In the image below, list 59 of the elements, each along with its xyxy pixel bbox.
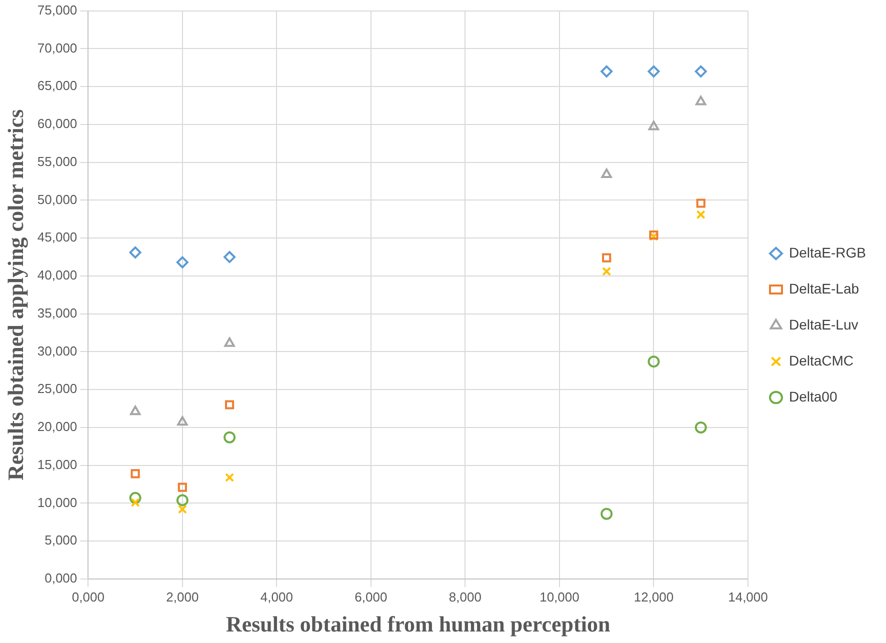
y-tick-label: 35,000 [37, 305, 78, 320]
y-tick-label: 5,000 [44, 532, 78, 548]
y-tick-label: 40,000 [37, 268, 78, 283]
point [696, 96, 706, 106]
x-tick-label: 8,000 [448, 589, 482, 604]
point [694, 421, 707, 434]
point [129, 246, 142, 258]
point [130, 498, 140, 508]
legend-label: DeltaCMC [788, 352, 854, 368]
y-tick-label: 10,000 [37, 494, 78, 510]
point [602, 253, 612, 262]
point [224, 251, 236, 264]
point [648, 120, 660, 130]
y-tick-label: 15,000 [37, 456, 78, 472]
point [696, 198, 706, 208]
y-tick-label: 70,000 [37, 40, 78, 56]
y-tick-label: 30,000 [37, 343, 78, 358]
y-tick-label: 65,000 [37, 78, 78, 94]
point [130, 469, 140, 478]
y-tick-label: 20,000 [37, 419, 78, 434]
x-tick-label: 14,000 [728, 589, 768, 604]
point [224, 337, 235, 347]
x-tick-label: 4,000 [260, 589, 293, 604]
legend-label: DeltaE-Luv [788, 316, 858, 332]
y-tick-label: 55,000 [37, 154, 78, 169]
point [178, 482, 187, 492]
y-tick-label: 25,000 [37, 381, 78, 396]
point [178, 504, 187, 514]
point [600, 65, 613, 78]
point [225, 472, 234, 482]
point [177, 416, 188, 426]
y-axis-title: Results obtained applying color metrics [2, 108, 28, 480]
x-tick-label: 6,000 [354, 589, 388, 604]
point [600, 508, 613, 520]
point [176, 256, 188, 268]
point [696, 210, 706, 220]
y-tick-label: 60,000 [37, 116, 78, 132]
point [694, 65, 707, 78]
legend-label: Delta00 [788, 388, 838, 404]
x-tick-label: 0,000 [72, 589, 104, 604]
point [601, 168, 612, 178]
x-tick-label: 10,000 [540, 589, 580, 604]
y-tick-label: 0,000 [44, 570, 78, 586]
point [648, 356, 660, 368]
y-tick-label: 50,000 [37, 192, 78, 207]
point [602, 266, 612, 276]
x-tick-label: 2,000 [166, 589, 199, 604]
point [129, 492, 142, 504]
legend-label: DeltaE-Lab [788, 280, 860, 296]
legend-label: DeltaE-RGB [788, 244, 866, 260]
point [648, 65, 660, 78]
point [130, 406, 141, 416]
x-axis-title: Results obtained from human perception [226, 611, 610, 636]
y-tick-label: 75,000 [37, 2, 78, 18]
y-tick-label: 45,000 [37, 230, 78, 245]
x-tick-label: 12,000 [634, 589, 674, 604]
point [224, 431, 236, 444]
point [176, 494, 188, 506]
point [225, 400, 234, 410]
